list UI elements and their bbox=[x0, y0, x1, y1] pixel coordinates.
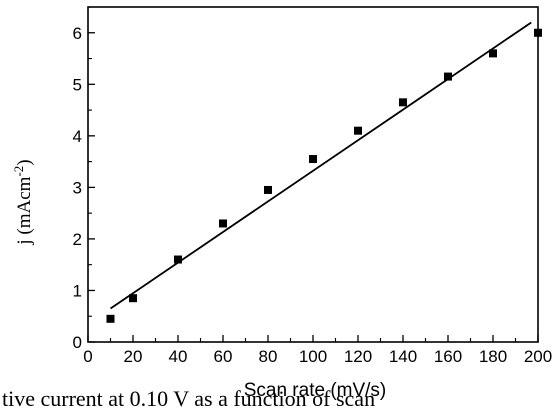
y-axis-label-superscript: -2 bbox=[11, 166, 26, 177]
figure-caption: tive current at 0.10 V as a function of … bbox=[0, 386, 552, 414]
x-tick-label: 20 bbox=[124, 347, 143, 366]
chart: 0 20 40 60 80 100 120 140 160 180 200 0 1 2 3 4 5 6 j (mA… bbox=[11, 6, 552, 366]
y-axis-label-base: j (mAcm bbox=[14, 176, 35, 245]
x-tick-label: 120 bbox=[344, 347, 372, 366]
data-point bbox=[399, 98, 407, 107]
data-point bbox=[219, 219, 227, 228]
x-tick-label: 40 bbox=[169, 347, 188, 366]
data-point bbox=[106, 314, 115, 323]
y-tick-label: 1 bbox=[73, 281, 82, 300]
data-point bbox=[174, 255, 182, 264]
data-point bbox=[489, 49, 497, 58]
x-tick-label: 180 bbox=[479, 347, 507, 366]
data-point bbox=[354, 126, 362, 135]
data-point bbox=[309, 155, 317, 164]
y-tick-label: 3 bbox=[73, 178, 82, 197]
y-tick-label: 2 bbox=[73, 230, 82, 249]
x-tick-label: 160 bbox=[434, 347, 462, 366]
x-tick-label: 80 bbox=[259, 347, 278, 366]
caption-text: tive current at 0.10 V as a function of … bbox=[2, 386, 376, 411]
data-point bbox=[534, 28, 542, 37]
y-axis-label-end: ) bbox=[14, 159, 35, 165]
tick-labels: 0 20 40 60 80 100 120 140 160 180 200 0 1 2 3 4 5 6 bbox=[73, 24, 552, 366]
ticks bbox=[87, 6, 539, 343]
y-tick-label: 0 bbox=[73, 333, 82, 352]
x-axis-label: Scan rate (mV/s) bbox=[244, 380, 387, 401]
x-tick-label: 60 bbox=[214, 347, 233, 366]
y-tick-label: 4 bbox=[73, 127, 82, 146]
x-tick-label: 200 bbox=[524, 347, 552, 366]
y-axis-label: j (mAcm-2) bbox=[11, 159, 35, 245]
fit-line-group bbox=[109, 21, 532, 310]
data-point bbox=[444, 72, 452, 81]
y-tick-label: 6 bbox=[73, 24, 82, 43]
data-point bbox=[129, 294, 137, 303]
x-tick-label: 0 bbox=[83, 347, 92, 366]
fit-line bbox=[109, 21, 532, 310]
x-tick-label: 100 bbox=[299, 347, 327, 366]
data-points bbox=[106, 28, 542, 323]
x-tick-label: 140 bbox=[389, 347, 417, 366]
y-tick-label: 5 bbox=[73, 75, 82, 94]
data-point bbox=[264, 185, 272, 194]
